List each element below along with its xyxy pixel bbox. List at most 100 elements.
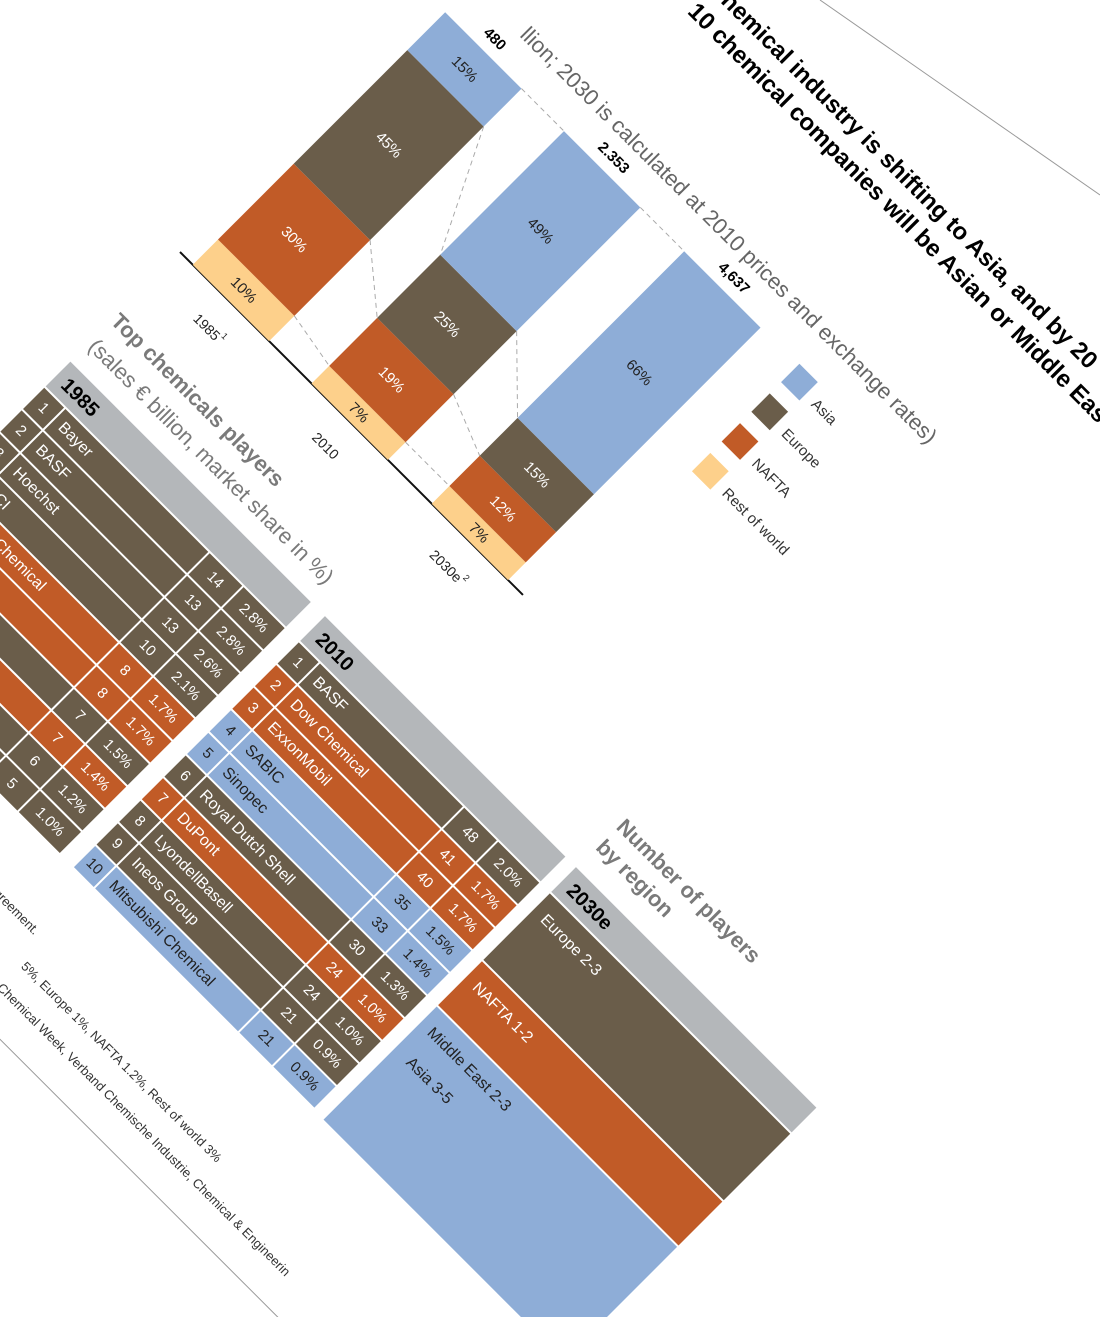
table-cell [73,845,115,887]
connector [516,331,519,418]
table-header [45,361,311,627]
table-cell [386,932,449,995]
table-cell [363,954,427,1018]
table-cell [86,722,149,786]
bar-segment [407,12,522,127]
bar-segment [192,239,295,342]
table-cell [177,632,240,695]
table-cell [0,499,118,664]
table-cell [443,807,497,862]
table-cell [329,920,384,975]
legend-swatch [691,452,729,490]
table-cell [18,790,82,854]
table-cell [117,844,282,1009]
table-cell [165,575,220,630]
region-band [483,893,791,1201]
table-cell [154,655,217,718]
table-cell [209,710,251,752]
table-cell [96,823,138,865]
table-cell [140,821,305,986]
frame-edge [819,0,1100,196]
table-cell [164,755,206,797]
connector [439,126,485,255]
bar-segment [329,317,454,443]
table-cell [119,800,161,842]
bar-segment [431,486,526,581]
table-cell [208,754,373,919]
bar-segment [293,50,484,241]
table-cell [109,700,172,763]
table-cell [75,666,130,721]
table-cell [277,642,319,684]
table-cell [95,867,260,1032]
region-band [438,961,723,1246]
footnote-marker: 1 [219,331,230,342]
bar-segment [517,251,761,495]
table-cell [239,1011,294,1066]
table-cell [199,609,263,673]
bar-segment [377,254,517,395]
table-cell [131,677,195,740]
legend-swatch [751,393,789,431]
frame-edge [0,947,334,1317]
table-cell [141,778,183,820]
bar-segment [440,131,641,332]
connector [405,441,450,487]
table-cell [420,830,475,885]
table-cell [120,621,175,675]
table-cell [0,544,73,709]
legend-swatch [721,423,759,460]
table-cell [409,909,472,972]
bar-segment [479,417,594,533]
table-cell [0,433,19,475]
legend-swatch [781,363,818,401]
bar-segment [217,163,371,316]
table-cell [21,431,186,596]
table-cell [0,567,50,732]
table-cell [0,522,96,687]
table-cell [298,663,463,828]
table-cell [284,966,339,1020]
table-cell [0,756,39,811]
table-cell [254,664,296,706]
table-cell [30,711,84,766]
table-cell [341,977,404,1040]
table-header [551,867,817,1133]
table-cell [397,853,452,907]
table-cell [318,1000,381,1063]
table-cell [262,988,316,1043]
table-cell [188,553,243,607]
table-cell [476,841,540,904]
table-cell [97,643,152,698]
table-cell [375,875,429,930]
bar-segment [311,365,406,460]
table-cell [143,598,197,653]
connector [453,394,481,456]
rank: 3 [0,445,7,463]
table-cell [64,745,127,808]
table-cell [187,732,229,774]
table-cell [352,898,407,953]
table-cell [0,476,141,641]
connector [293,315,330,367]
table-cell [163,799,328,964]
table-cell [295,1022,359,1085]
connector [639,207,685,252]
table-cell [0,410,42,452]
table-cell [52,688,107,743]
table-cell [232,687,274,729]
region-band [323,1006,678,1317]
table-cell [273,1045,336,1108]
table-cell [44,408,209,574]
table-header [300,616,566,882]
table-cell [276,686,441,851]
baseline [179,251,524,596]
table-cell [7,734,62,788]
table-cell [41,768,104,831]
table-cell [253,708,418,873]
table-cell [23,387,65,429]
table-cell [0,454,164,619]
table-cell [454,864,517,927]
